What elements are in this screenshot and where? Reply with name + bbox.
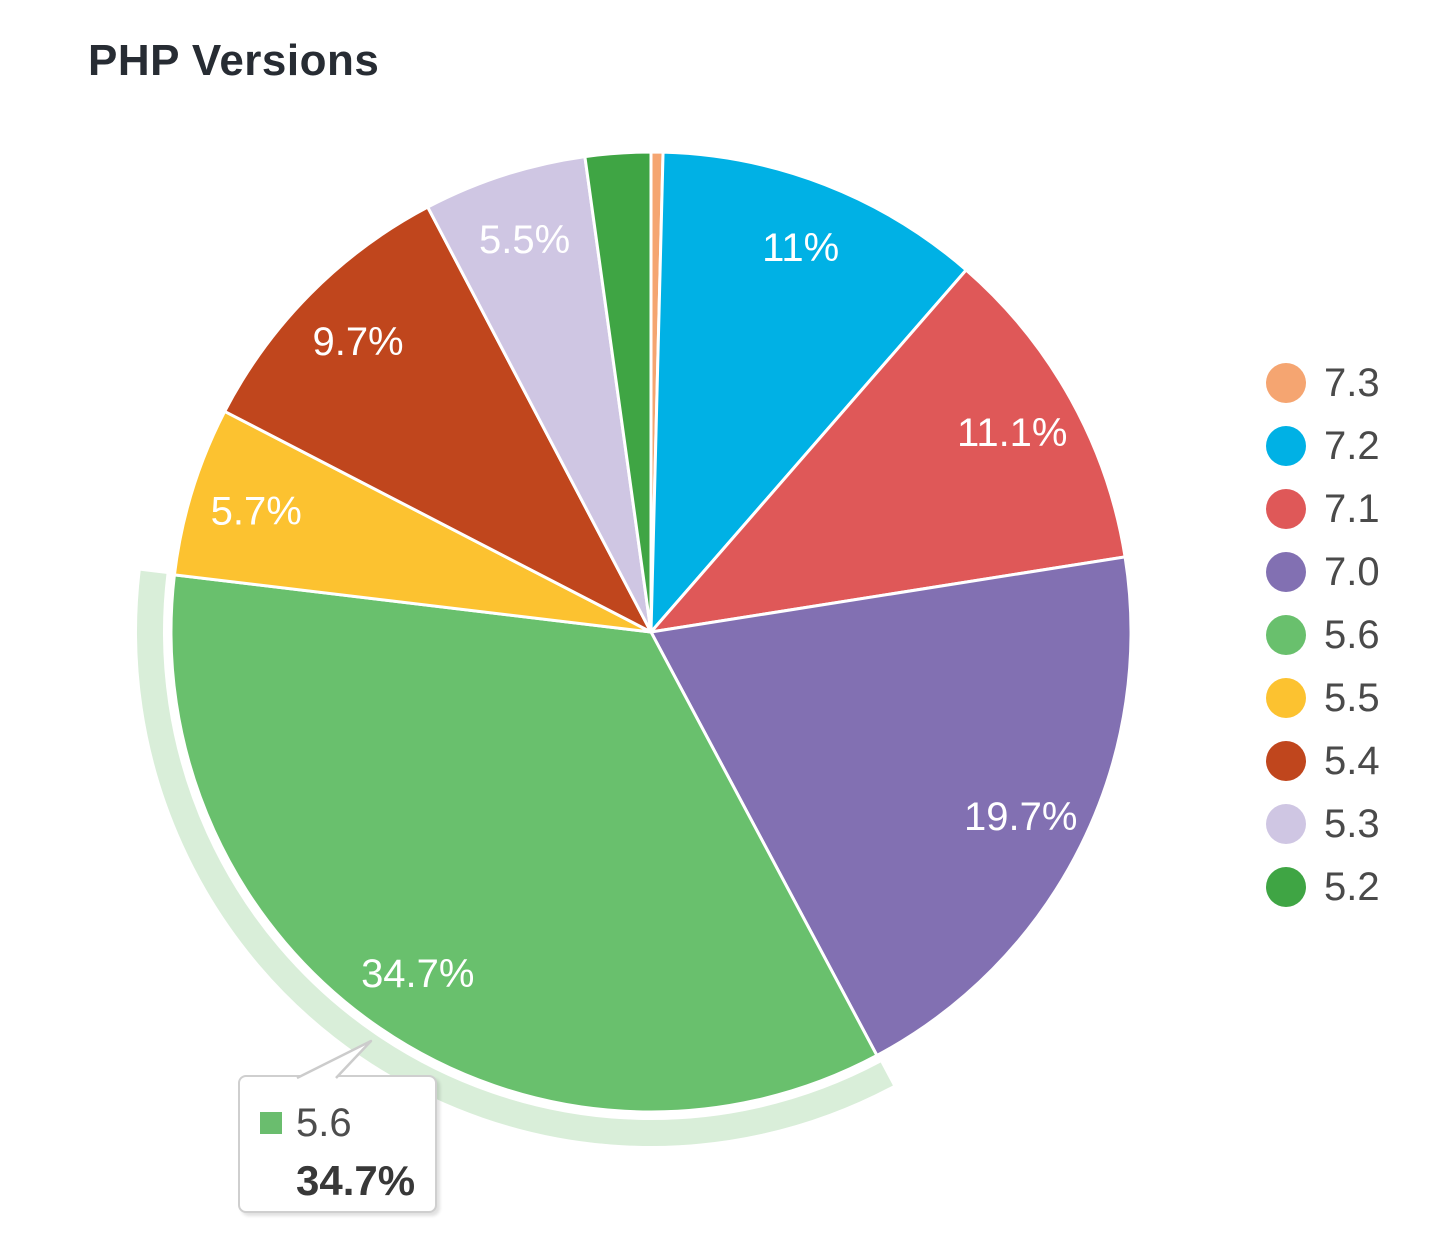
legend-item-5-6[interactable]: 5.6 — [1266, 615, 1380, 655]
pie-slice-5.5[interactable] — [172, 409, 652, 634]
legend-label: 7.0 — [1324, 550, 1380, 594]
tooltip-label: 5.6 — [296, 1101, 352, 1145]
legend-swatch-icon — [1266, 489, 1306, 529]
legend-label: 5.4 — [1324, 739, 1380, 783]
legend-swatch-icon — [1266, 678, 1306, 718]
chart-title: PHP Versions — [88, 36, 380, 85]
legend-item-7-1[interactable]: 7.1 — [1266, 489, 1380, 529]
legend-item-5-4[interactable]: 5.4 — [1266, 741, 1380, 781]
legend-swatch-icon — [1266, 741, 1306, 781]
slice-label-5.5: 5.7% — [211, 490, 302, 534]
legend: 7.3 7.2 7.1 7.0 5.6 5.5 5.4 5.3 5.2 — [1266, 363, 1380, 930]
legend-item-7-2[interactable]: 7.2 — [1266, 426, 1380, 466]
legend-label: 5.6 — [1324, 613, 1380, 657]
legend-item-7-3[interactable]: 7.3 — [1266, 363, 1380, 403]
legend-item-5-2[interactable]: 5.2 — [1266, 867, 1380, 907]
legend-item-7-0[interactable]: 7.0 — [1266, 552, 1380, 592]
legend-swatch-icon — [1266, 615, 1306, 655]
pie-slice-7.1[interactable] — [647, 267, 1127, 635]
slice-label-7.0: 19.7% — [964, 795, 1077, 839]
pie-slice-7.2[interactable] — [649, 150, 969, 637]
pie-slice-7.0[interactable] — [648, 555, 1133, 1058]
legend-label: 7.2 — [1324, 424, 1380, 468]
legend-swatch-icon — [1266, 552, 1306, 592]
legend-item-5-3[interactable]: 5.3 — [1266, 804, 1380, 844]
pie-slice-5.6[interactable] — [169, 573, 879, 1114]
tooltip-swatch-icon — [260, 1112, 282, 1134]
slice-label-5.4: 9.7% — [312, 320, 403, 364]
legend-swatch-icon — [1266, 363, 1306, 403]
legend-label: 5.2 — [1324, 865, 1380, 909]
slice-label-7.2: 11% — [762, 226, 839, 270]
legend-label: 5.5 — [1324, 676, 1380, 720]
tooltip: 5.6 34.7% — [238, 1075, 437, 1213]
legend-label: 7.3 — [1324, 361, 1380, 405]
legend-swatch-icon — [1266, 867, 1306, 907]
legend-swatch-icon — [1266, 426, 1306, 466]
legend-swatch-icon — [1266, 804, 1306, 844]
pie-slice-5.3[interactable] — [425, 154, 653, 633]
legend-label: 7.1 — [1324, 487, 1380, 531]
tooltip-value: 34.7% — [296, 1157, 416, 1204]
slice-label-5.6: 34.7% — [361, 952, 474, 996]
slice-label-7.1: 11.1% — [957, 411, 1067, 455]
legend-label: 5.3 — [1324, 802, 1380, 846]
slice-label-5.3: 5.5% — [479, 218, 570, 262]
pie-slice-5.2[interactable] — [583, 150, 653, 633]
legend-item-5-5[interactable]: 5.5 — [1266, 678, 1380, 718]
pie-slice-5.4[interactable] — [222, 205, 655, 636]
